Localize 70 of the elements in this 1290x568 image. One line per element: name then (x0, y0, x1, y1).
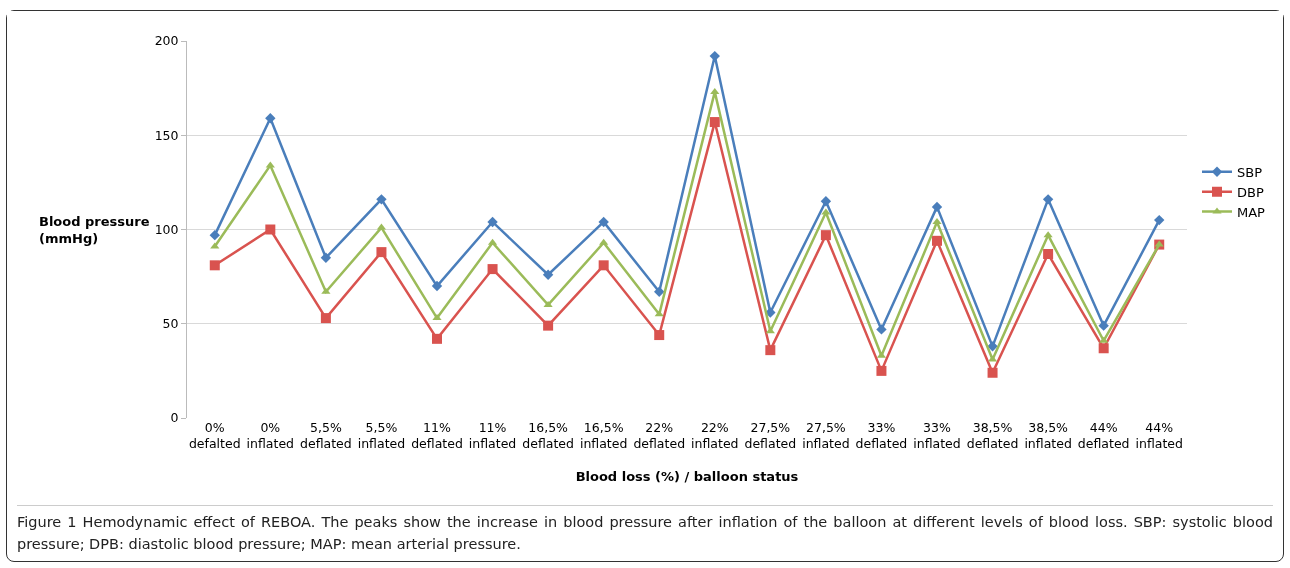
point (265, 113, 276, 124)
point (543, 300, 553, 307)
x-tick-label: 22% inflated (691, 419, 739, 451)
point (432, 333, 442, 344)
point (542, 269, 554, 280)
point (209, 260, 220, 271)
x-tick-label: 33% inflated (913, 419, 961, 451)
y-tick-label: 150 (154, 127, 179, 143)
point (1042, 194, 1054, 205)
point (1154, 214, 1165, 226)
point (1098, 343, 1109, 354)
x-tick-label: 11% deflated (411, 419, 463, 451)
x-tick-label: 0% defalted (188, 419, 241, 451)
x-tick-label: 27,5% inflated (802, 419, 850, 451)
point (987, 367, 998, 378)
x-tick-label: 44% deflated (1077, 419, 1130, 451)
point (821, 208, 831, 215)
point (265, 224, 276, 235)
point (598, 216, 609, 228)
point (376, 194, 387, 205)
point (376, 247, 387, 258)
point (598, 260, 609, 271)
point (876, 365, 887, 376)
legend-label: SBP (1237, 164, 1263, 180)
y-tick-label: 100 (154, 221, 179, 237)
x-tick-label: 0% inflated (246, 419, 295, 451)
y-axis-title: Blood pressure (mmHg) (39, 214, 150, 246)
point (710, 87, 720, 94)
point (654, 286, 665, 297)
point (987, 341, 998, 352)
point (599, 238, 609, 245)
x-tick-label: 38,5% inflated (1024, 419, 1072, 451)
point (487, 264, 498, 275)
point (932, 235, 942, 246)
y-tick-label: 50 (162, 316, 179, 332)
point (1099, 336, 1109, 343)
y-tick-label: 200 (154, 33, 179, 49)
x-tick-label: 5,5% deflated (300, 419, 352, 451)
point (320, 313, 331, 324)
point (1043, 249, 1054, 260)
point (932, 217, 942, 224)
point (931, 201, 943, 213)
x-tick-label: 16,5% deflated (522, 419, 574, 451)
y-tick-label: 0 (170, 410, 179, 426)
point (487, 216, 498, 228)
x-tick-label: 5,5% inflated (357, 419, 406, 451)
point (654, 330, 665, 341)
point (709, 117, 720, 128)
point (321, 287, 331, 294)
point (543, 320, 554, 331)
x-tick-label: 22% deflated (633, 419, 686, 451)
x-tick-label: 16,5% inflated (579, 419, 628, 451)
point (765, 345, 776, 356)
point (320, 252, 332, 263)
x-axis-title: Blood loss (%) / balloon status (575, 469, 799, 485)
x-tick-label: 44% inflated (1135, 419, 1183, 451)
x-tick-label: 11% inflated (468, 419, 517, 451)
legend-label: DBP (1237, 184, 1264, 200)
x-tick-label: 38,5% deflated (966, 419, 1019, 451)
legend-label: MAP (1237, 204, 1266, 220)
x-tick-label: 33% deflated (855, 419, 908, 451)
point (209, 229, 220, 241)
point (876, 324, 887, 335)
point (431, 280, 443, 292)
caption: Figure 1 Hemodynamic effect of REBOA. The peaks show the increase in blood pressure after inflation of the balloon at different levels of blood loss. SBP: systolic blood pressure; DPB: diastolic blood pressure; MAP: mean arterial pressure. (17, 513, 1273, 554)
point (820, 196, 832, 207)
point (820, 230, 831, 241)
point (1098, 320, 1109, 331)
point (432, 314, 442, 321)
x-tick-label: 27,5% deflated (744, 419, 797, 451)
